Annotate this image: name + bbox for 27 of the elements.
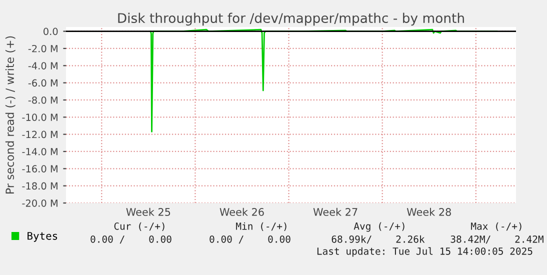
legend-label: Bytes	[28, 232, 58, 242]
text: Avg (-/+)	[354, 222, 404, 232]
y-axis-title: Pr second read (-) / write (+)	[5, 36, 16, 194]
x-tick-label: Week 26	[220, 208, 264, 216]
y-tick-label: -6.0 M	[28, 79, 58, 87]
y-tick-label: -18.0 M	[22, 182, 58, 190]
text: Last update: Tue Jul 15 14:00:05 2025	[317, 247, 532, 257]
y-tick-label: -2.0 M	[28, 44, 58, 52]
text: Min (-/+)	[236, 222, 286, 231]
y-tick-label: 0.0	[44, 28, 58, 36]
text: 68.99k/ 2.26k	[332, 235, 425, 244]
x-tick-label: Week 28	[406, 208, 451, 216]
x-tick-label: Week 25	[126, 208, 170, 216]
y-tick-label: -8.0 M	[28, 96, 58, 104]
y-tick-label: -14.0 M	[22, 148, 58, 156]
text: Max (-/+)	[471, 222, 522, 231]
text: 0.00 / 0.00	[90, 235, 172, 244]
text: 0.00 / 0.00	[210, 235, 290, 244]
y-tick-label: -12.0 M	[22, 130, 58, 138]
x-tick-label: Week 27	[313, 208, 358, 216]
y-tick-label: -20.0 M	[22, 199, 58, 207]
chart-title: Disk throughput for /dev/mapper/mpathc - by month	[118, 12, 464, 26]
y-tick-label: -10.0 M	[22, 114, 58, 121]
text: 38.42M/ 2.42M	[450, 235, 544, 244]
text: Cur (-/+)	[114, 222, 164, 231]
y-tick-label: -4.0 M	[28, 62, 58, 70]
y-tick-label: -16.0 M	[22, 165, 58, 172]
